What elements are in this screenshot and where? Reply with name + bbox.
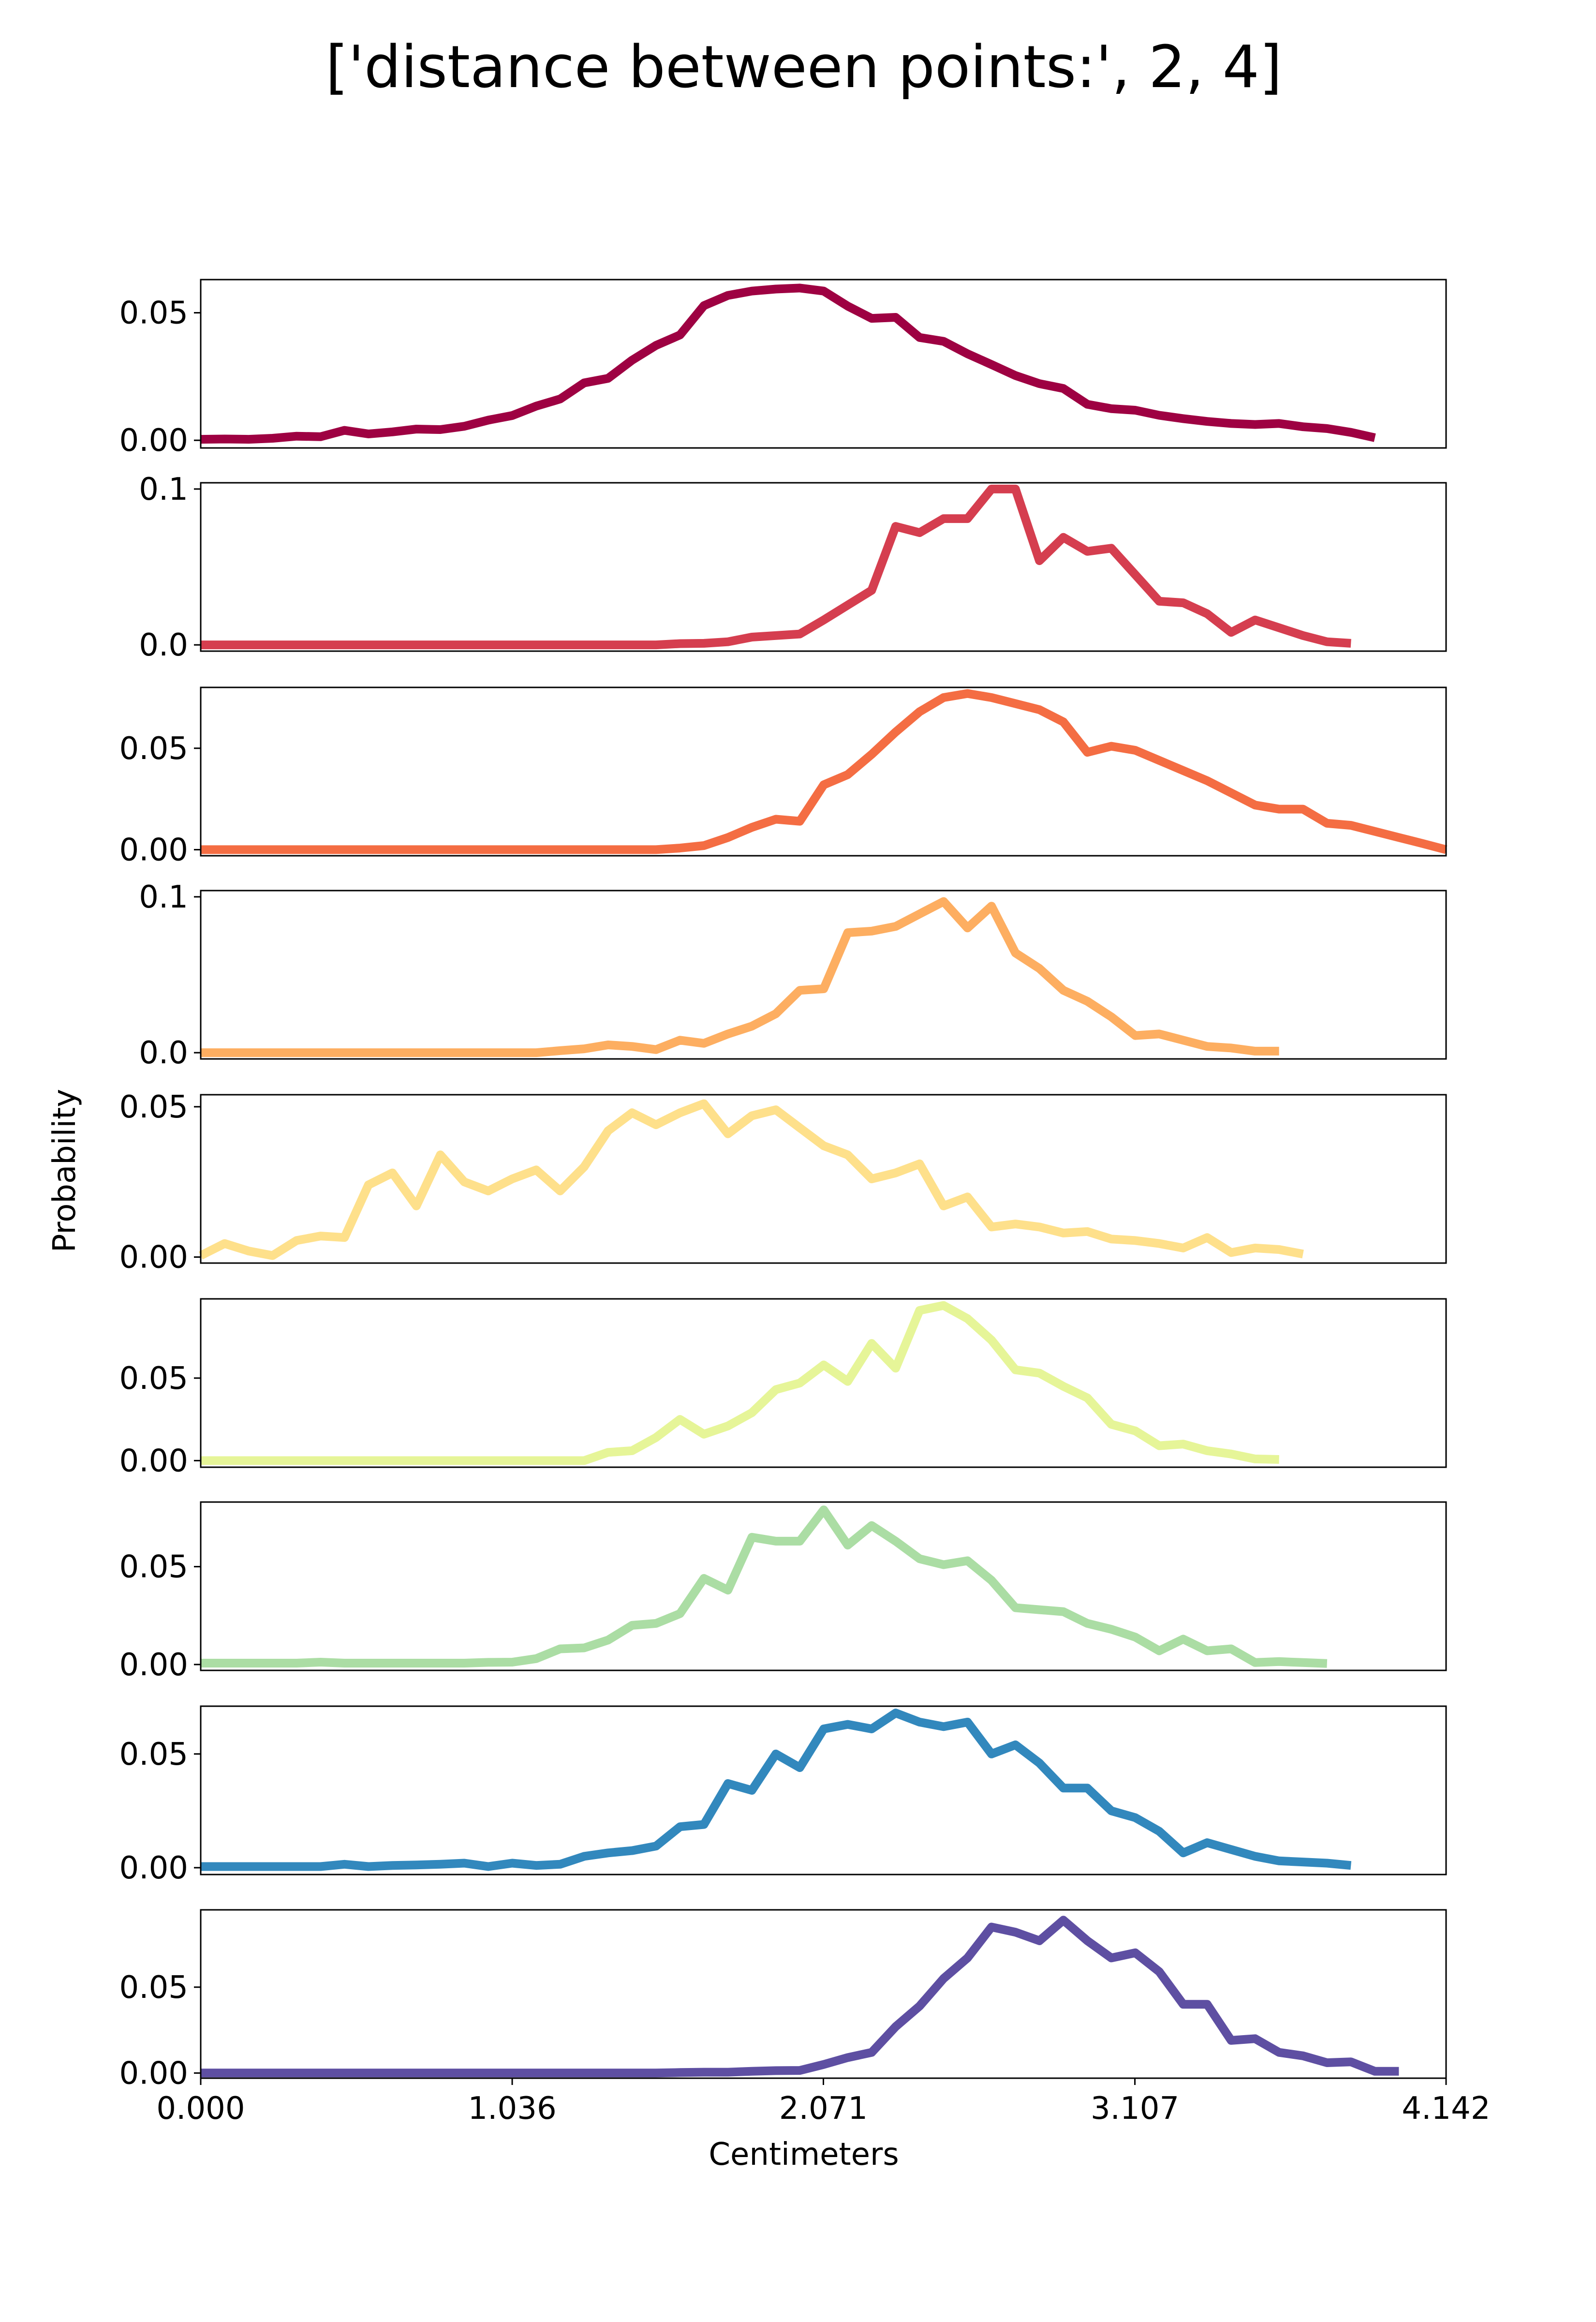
- x-axis-ticks: 0.000 1.036 2.071 3.107 4.142: [156, 2078, 1491, 2127]
- panel-frame-8: [200, 1705, 1447, 1875]
- panel-4: 0.0 0.1: [139, 879, 1447, 1071]
- y-tick-label: 0.00: [119, 1647, 189, 1683]
- series-line-2: [201, 484, 1351, 650]
- y-tick-label: 0.1: [139, 879, 188, 915]
- panel-2: 0.0 0.1: [139, 472, 1447, 663]
- series-line-4: [201, 897, 1279, 1057]
- panel-frame-7: [200, 1501, 1447, 1671]
- y-tick-label: 0.05: [119, 1737, 189, 1772]
- x-tick-label: 1.036: [468, 2091, 556, 2127]
- x-tick-label: 3.107: [1091, 2091, 1179, 2127]
- y-tick-label: 0.0: [139, 627, 188, 663]
- x-axis-label: Centimeters: [709, 2137, 899, 2173]
- y-tick-label: 0.05: [119, 296, 189, 331]
- chart-title: ['distance between points:', 2, 4]: [325, 34, 1282, 101]
- panel-5: 0.00 0.05: [119, 1089, 1447, 1276]
- x-tick-label: 0.000: [156, 2091, 245, 2127]
- panel-frame-4: [200, 890, 1447, 1060]
- series-line-1: [200, 283, 1376, 444]
- panel-3: 0.00 0.05: [119, 686, 1448, 868]
- y-tick-label: 0.00: [119, 1240, 189, 1276]
- panel-frame-1: [200, 279, 1447, 449]
- series-line-7: [201, 1505, 1328, 1668]
- panel-6: 0.00 0.05: [119, 1298, 1447, 1479]
- y-tick-label: 0.05: [119, 1089, 189, 1125]
- y-tick-label: 0.0: [139, 1035, 188, 1071]
- y-tick-label: 0.00: [119, 2055, 189, 2091]
- y-tick-label: 0.05: [119, 731, 189, 767]
- y-tick-label: 0.00: [119, 1443, 189, 1479]
- series-line-6: [201, 1301, 1279, 1465]
- panel-frame-9: [200, 1909, 1447, 2079]
- series-line-5: [198, 1099, 1304, 1260]
- panel-7: 0.00 0.05: [119, 1501, 1447, 1683]
- y-tick-label: 0.1: [139, 472, 188, 507]
- y-axis-label: Probability: [47, 1089, 83, 1252]
- y-tick-label: 0.00: [119, 832, 189, 868]
- x-tick-label: 2.071: [779, 2091, 868, 2127]
- panel-9: 0.00 0.05: [119, 1909, 1447, 2091]
- panels: 0.000.050.00.10.000.050.00.10.000.050.00…: [119, 279, 1448, 2091]
- y-tick-label: 0.05: [119, 1970, 189, 2006]
- series-line-3: [201, 689, 1448, 854]
- panel-frame-3: [200, 686, 1447, 857]
- x-tick-label: 4.142: [1402, 2091, 1490, 2127]
- panel-frame-5: [200, 1094, 1447, 1264]
- y-tick-label: 0.00: [119, 1850, 189, 1886]
- panel-frame-6: [200, 1298, 1447, 1468]
- y-tick-label: 0.05: [119, 1549, 189, 1585]
- panel-8: 0.00 0.05: [119, 1705, 1447, 1886]
- panel-frame-2: [200, 482, 1447, 652]
- panel-1: 0.00 0.05: [119, 279, 1447, 459]
- y-tick-label: 0.00: [119, 423, 189, 459]
- series-line-8: [201, 1709, 1352, 1871]
- y-tick-label: 0.05: [119, 1361, 189, 1397]
- series-line-9: [201, 1916, 1399, 2078]
